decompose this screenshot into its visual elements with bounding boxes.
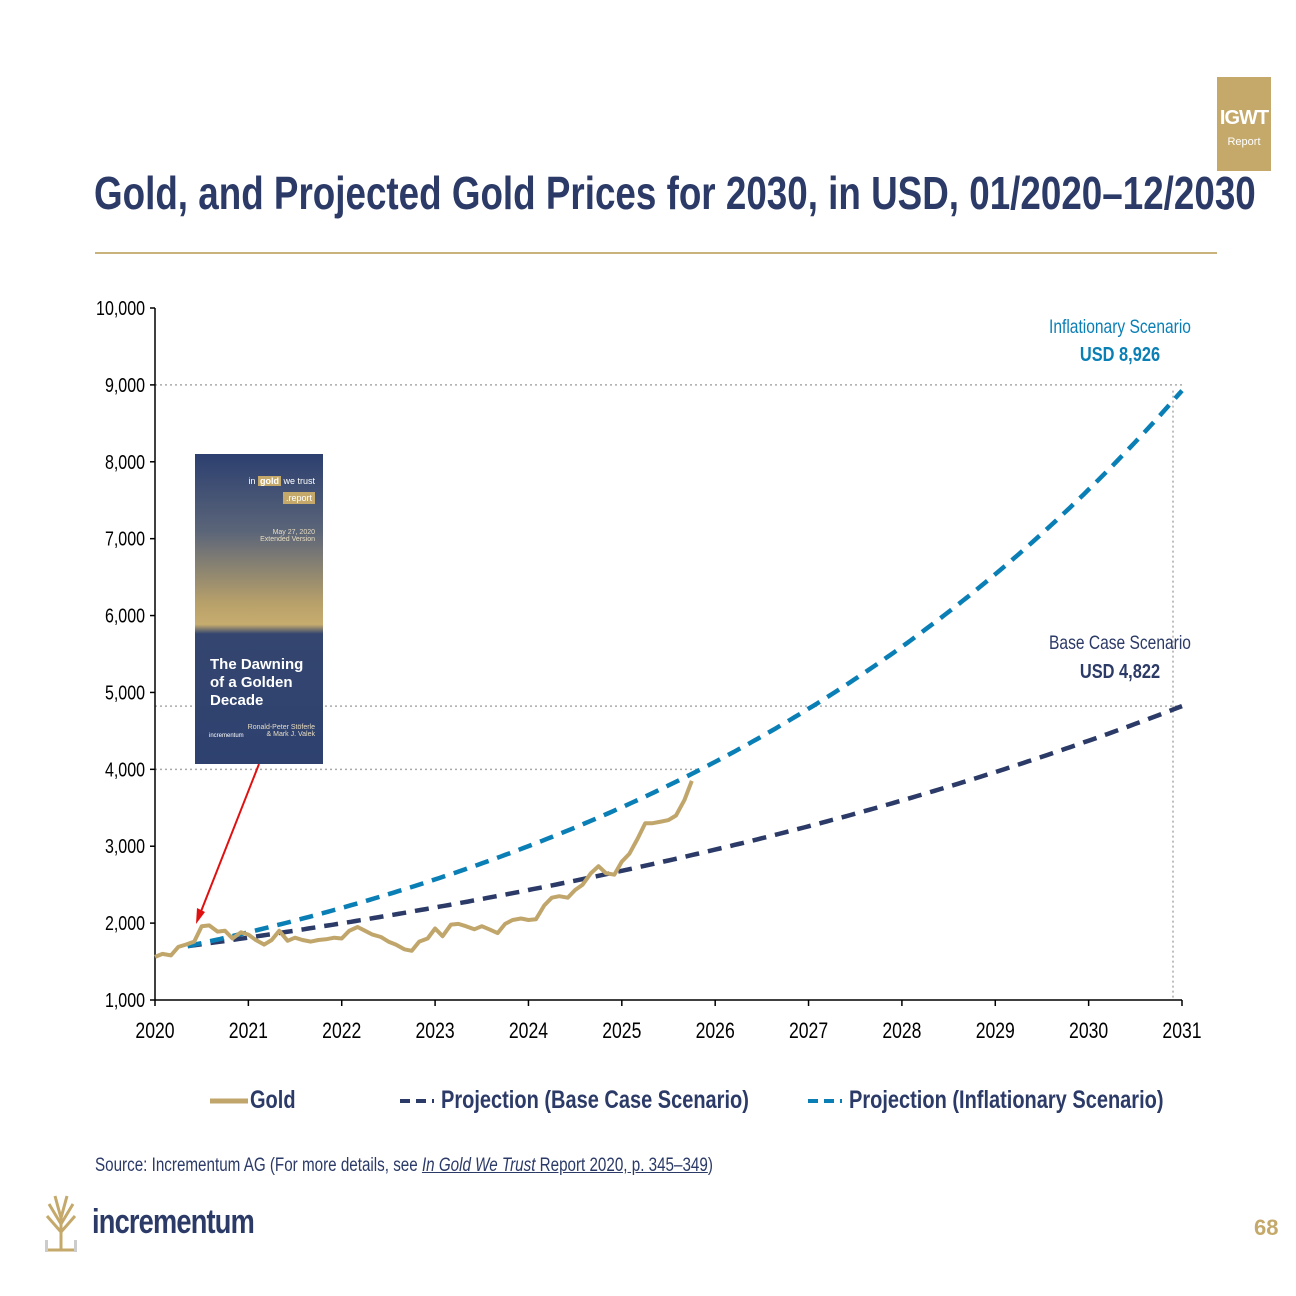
page-number: 68 [1254, 1215, 1279, 1240]
x-tick-label: 2022 [322, 1019, 361, 1043]
series-base-projection [187, 703, 1183, 949]
x-tick-label: 2028 [882, 1019, 921, 1043]
source-note: Source: Incrementum AG (For more details… [95, 1155, 713, 1176]
series-inflationary-projection [187, 389, 1184, 949]
x-tick-label: 2030 [1069, 1019, 1108, 1043]
x-tick-label: 2025 [602, 1019, 641, 1043]
inflationary-scenario-label: Inflationary Scenario [1049, 316, 1191, 338]
base-scenario-value: USD 4,822 [1080, 659, 1160, 682]
x-tick-label: 2023 [416, 1019, 455, 1043]
legend-gold: Gold [210, 1086, 296, 1114]
incrementum-tree-logo-icon [45, 1195, 77, 1252]
x-tick-label: 2027 [789, 1019, 828, 1043]
y-tick-label: 5,000 [105, 682, 145, 704]
chart: 1,000 2,000 3,000 4,000 5,000 6,000 7,000 8,000… [96, 297, 1202, 1043]
y-tick-label: 8,000 [105, 451, 145, 473]
y-tick-label: 2,000 [105, 912, 145, 934]
x-tick-label: 2020 [135, 1019, 174, 1043]
cover-date: May 27, 2020 Extended Version [260, 529, 315, 543]
cover-report: .report [282, 492, 315, 504]
annotation-arrowhead [196, 908, 205, 924]
legend-base: Projection (Base Case Scenario) [400, 1086, 749, 1114]
y-tick-label: 9,000 [105, 374, 145, 396]
source-link-rest[interactable]: Report 2020, p. 345–349 [535, 1155, 708, 1176]
cover-tag: in gold we trust [248, 476, 315, 486]
x-tick-label: 2029 [976, 1019, 1015, 1043]
legend-inflationary: Projection (Inflationary Scenario) [808, 1086, 1164, 1114]
annotation-arrow [199, 763, 260, 915]
cover-publisher: incrementum [209, 733, 244, 739]
y-tick-label: 1,000 [105, 989, 145, 1011]
x-tick-label: 2026 [696, 1019, 735, 1043]
y-tick-label: 4,000 [105, 759, 145, 781]
y-tick-label: 10,000 [96, 297, 145, 319]
report-cover-image: in gold we trust .report May 27, 2020 Ext… [195, 454, 323, 764]
x-tick-label: 2024 [509, 1019, 548, 1043]
page-title: Gold, and Projected Gold Prices for 2030… [94, 167, 1256, 219]
series-gold [154, 780, 694, 959]
igwt-badge: IGWT Report [1217, 77, 1271, 171]
cover-authors: Ronald-Peter Stöferle & Mark J. Valek [247, 724, 315, 738]
x-tick-label: 2031 [1162, 1019, 1201, 1043]
brand-name: incrementum [92, 1203, 255, 1241]
y-tick-label: 7,000 [105, 528, 145, 550]
legend: Gold Projection (Base Case Scenario) Pro… [0, 1086, 1296, 1118]
y-tick-label: 6,000 [105, 605, 145, 627]
badge-title: IGWT [1219, 107, 1269, 129]
y-tick-label: 3,000 [105, 836, 145, 858]
inflationary-scenario-value: USD 8,926 [1080, 342, 1160, 365]
cover-title: The Dawning of a Golden Decade [210, 656, 304, 709]
title-divider [95, 252, 1217, 254]
x-tick-label: 2021 [229, 1019, 268, 1043]
source-link[interactable]: In Gold We Trust [421, 1155, 536, 1176]
base-scenario-label: Base Case Scenario [1049, 632, 1191, 654]
badge-subtitle: Report [1227, 136, 1261, 148]
